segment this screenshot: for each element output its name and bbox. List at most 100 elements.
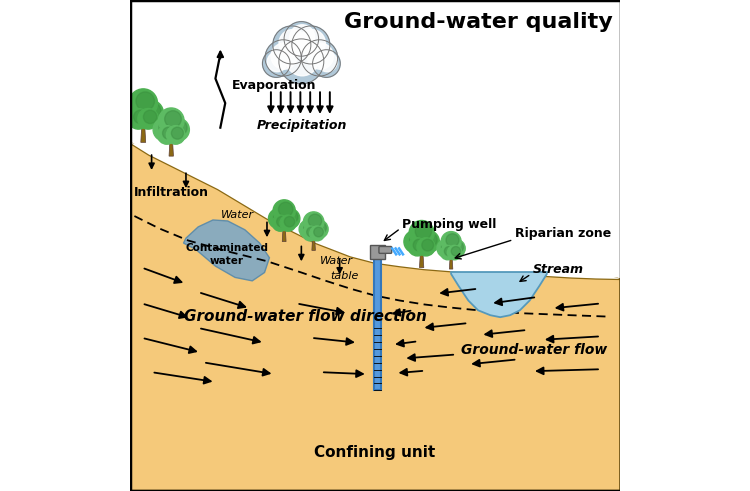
- Circle shape: [413, 239, 425, 251]
- Circle shape: [447, 240, 465, 257]
- Circle shape: [437, 240, 455, 257]
- Circle shape: [274, 211, 286, 223]
- Circle shape: [298, 29, 326, 57]
- Circle shape: [134, 110, 147, 124]
- Text: Evaporation: Evaporation: [232, 80, 316, 92]
- Circle shape: [290, 25, 315, 50]
- Text: Infiltration: Infiltration: [134, 186, 209, 199]
- Circle shape: [273, 200, 296, 222]
- Polygon shape: [130, 0, 620, 279]
- Text: Pumping well: Pumping well: [402, 218, 496, 231]
- Circle shape: [409, 220, 434, 246]
- Circle shape: [277, 217, 287, 227]
- Circle shape: [404, 230, 427, 253]
- Circle shape: [417, 230, 440, 253]
- Bar: [374, 257, 381, 390]
- Polygon shape: [169, 140, 173, 156]
- Circle shape: [285, 211, 298, 223]
- Circle shape: [422, 233, 437, 247]
- Circle shape: [278, 202, 293, 217]
- Polygon shape: [184, 220, 269, 281]
- Text: Precipitation: Precipitation: [257, 119, 347, 132]
- Text: Ground-water quality: Ground-water quality: [344, 12, 614, 32]
- Circle shape: [452, 246, 460, 256]
- Circle shape: [129, 89, 158, 117]
- Text: Confining unit: Confining unit: [314, 445, 436, 460]
- Circle shape: [308, 43, 334, 69]
- Circle shape: [143, 110, 157, 124]
- Text: Stream: Stream: [533, 263, 584, 275]
- Polygon shape: [312, 238, 316, 250]
- Polygon shape: [419, 252, 424, 268]
- Circle shape: [307, 227, 316, 237]
- Circle shape: [279, 29, 307, 57]
- Circle shape: [314, 222, 326, 234]
- Circle shape: [440, 246, 455, 260]
- Circle shape: [265, 40, 302, 76]
- Circle shape: [166, 126, 185, 144]
- Circle shape: [452, 241, 464, 253]
- Circle shape: [153, 118, 176, 141]
- Circle shape: [302, 40, 338, 76]
- Circle shape: [271, 43, 297, 69]
- Circle shape: [313, 50, 340, 78]
- Circle shape: [410, 233, 424, 247]
- Circle shape: [317, 52, 338, 72]
- Circle shape: [284, 217, 295, 227]
- Circle shape: [416, 223, 431, 240]
- Circle shape: [166, 118, 189, 141]
- Text: Riparian zone: Riparian zone: [515, 227, 611, 240]
- Circle shape: [163, 127, 175, 139]
- Text: Water: Water: [221, 210, 254, 220]
- Circle shape: [299, 220, 317, 239]
- Circle shape: [447, 246, 462, 260]
- Circle shape: [130, 103, 146, 119]
- Circle shape: [165, 110, 182, 127]
- Circle shape: [304, 222, 316, 234]
- Circle shape: [280, 209, 300, 228]
- Circle shape: [279, 39, 324, 84]
- Circle shape: [123, 100, 148, 126]
- Text: Ground-water flow: Ground-water flow: [461, 343, 608, 356]
- Circle shape: [262, 50, 290, 78]
- Text: Contaminated: Contaminated: [185, 243, 268, 253]
- Circle shape: [286, 44, 319, 76]
- Circle shape: [272, 215, 289, 231]
- Circle shape: [314, 227, 323, 237]
- Polygon shape: [130, 142, 620, 491]
- Circle shape: [408, 238, 427, 256]
- Circle shape: [273, 26, 310, 64]
- Circle shape: [136, 92, 154, 110]
- Circle shape: [444, 246, 454, 256]
- Bar: [370, 245, 386, 259]
- Circle shape: [172, 120, 187, 136]
- Circle shape: [267, 52, 287, 72]
- Circle shape: [422, 239, 434, 251]
- Circle shape: [303, 212, 324, 232]
- Circle shape: [128, 109, 148, 129]
- Circle shape: [158, 108, 184, 134]
- Polygon shape: [282, 228, 286, 242]
- Circle shape: [158, 126, 176, 144]
- Circle shape: [446, 234, 459, 246]
- Circle shape: [417, 238, 435, 256]
- Circle shape: [138, 100, 164, 126]
- Circle shape: [310, 226, 325, 241]
- Circle shape: [292, 26, 330, 64]
- Circle shape: [268, 209, 289, 228]
- Circle shape: [138, 109, 158, 129]
- Circle shape: [159, 120, 174, 136]
- Circle shape: [442, 241, 453, 253]
- Polygon shape: [449, 257, 453, 269]
- Circle shape: [144, 103, 160, 119]
- Circle shape: [284, 22, 319, 56]
- Circle shape: [441, 232, 461, 251]
- Text: table: table: [330, 271, 358, 281]
- Circle shape: [303, 226, 317, 241]
- Text: Ground-water flow direction: Ground-water flow direction: [184, 309, 427, 324]
- Text: water: water: [210, 256, 244, 266]
- Polygon shape: [451, 272, 547, 317]
- Circle shape: [310, 220, 328, 239]
- Polygon shape: [130, 417, 620, 491]
- Circle shape: [172, 127, 184, 139]
